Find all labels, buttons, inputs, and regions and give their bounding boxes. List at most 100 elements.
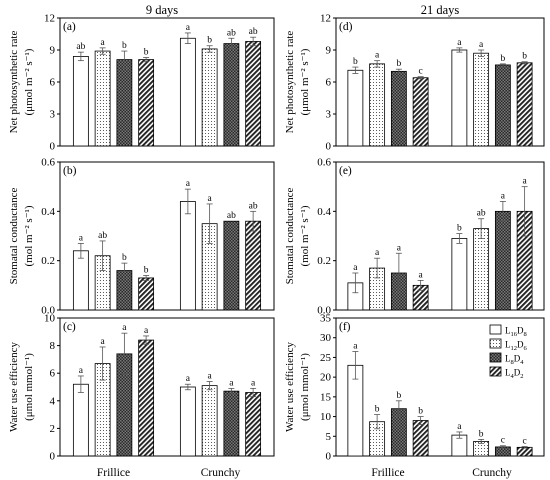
- bar-L12D6-Crunchy: [201, 385, 218, 457]
- y-tick-label: 3: [326, 109, 332, 121]
- legend-swatch-L12D6: [489, 338, 502, 349]
- bar-L4D2-Frillice: [138, 339, 155, 457]
- y-axis-label: (mol m⁻² s⁻¹): [23, 205, 35, 266]
- panel-letter: (c): [63, 321, 76, 333]
- y-tick-label: 30: [320, 332, 332, 344]
- bar-L16D8-Frillice: [72, 383, 89, 457]
- significance-letter: a: [479, 40, 484, 50]
- bar-L4D2-Crunchy: [516, 446, 533, 457]
- column-title-9-days: 9 days: [146, 3, 178, 17]
- bar-L16D8-Crunchy: [451, 49, 468, 147]
- y-axis-label: Water use efficiency: [8, 342, 20, 432]
- bar-L8D4-Frillice: [116, 59, 133, 147]
- legend-label-L4D2: L4D2: [505, 368, 524, 381]
- significance-letter: b: [479, 429, 484, 439]
- panel-d: 0 3 6 9 12 (d) Net photosynthetic rate (μmol m⁻…: [284, 13, 545, 153]
- y-tick-label: 12: [320, 13, 331, 25]
- significance-letter: a: [353, 342, 358, 352]
- panel-letter: (d): [339, 21, 353, 33]
- y-tick-label: 0.4: [41, 206, 55, 218]
- bar-L4D2-Frillice: [412, 420, 429, 457]
- significance-letter: ab: [76, 42, 85, 52]
- significance-letter: ab: [227, 28, 236, 38]
- y-tick-label: 9: [326, 45, 332, 57]
- bar-L4D2-Crunchy: [245, 220, 262, 311]
- y-tick-label: 4: [50, 395, 56, 407]
- category-label: Crunchy: [201, 467, 241, 479]
- y-tick-label: 0.0: [317, 305, 331, 317]
- bar-L4D2-Crunchy: [245, 41, 262, 147]
- y-tick-label: 6: [326, 77, 332, 89]
- significance-letter: b: [144, 47, 149, 57]
- y-tick-label: 10: [320, 411, 332, 423]
- bar-L16D8-Frillice: [72, 250, 89, 311]
- y-tick-label: 8: [50, 340, 56, 352]
- panel-letter: (b): [63, 165, 77, 177]
- y-axis-label: (μmol mmol⁻¹): [299, 353, 311, 421]
- category-label: Frillice: [97, 467, 130, 479]
- bar-L16D8-Crunchy: [451, 238, 468, 311]
- significance-letter: a: [79, 233, 84, 243]
- y-axis-label: Net photosynthetic rate: [8, 31, 20, 134]
- significance-letter: a: [397, 243, 402, 253]
- significance-letter: a: [251, 378, 256, 388]
- y-tick-label: 10: [44, 313, 56, 325]
- y-tick-label: 6: [50, 368, 56, 380]
- significance-letter: c: [501, 436, 505, 446]
- legend-swatch-L4D2: [489, 366, 502, 377]
- y-axis-label: Water use efficiency: [284, 342, 296, 432]
- y-tick-label: 0.0: [41, 305, 55, 317]
- y-tick-label: 5: [326, 431, 332, 443]
- significance-letter: a: [501, 191, 506, 201]
- y-axis-label: (μmol mmol⁻¹): [23, 353, 35, 421]
- legend-swatch-L16D8: [489, 324, 502, 335]
- bar-L8D4-Crunchy: [494, 210, 511, 311]
- y-tick-label: 0.2: [41, 255, 55, 267]
- plot-frame: [335, 161, 545, 311]
- bar-L16D8-Crunchy: [179, 37, 196, 147]
- bar-L12D6-Crunchy: [473, 52, 490, 147]
- y-tick-label: 0.2: [317, 255, 331, 267]
- significance-letter: a: [144, 326, 149, 336]
- plot-frame: [59, 161, 275, 311]
- y-tick-label: 0.4: [317, 206, 331, 218]
- significance-letter: a: [101, 337, 106, 347]
- y-tick-label: 3: [50, 109, 56, 121]
- significance-letter: b: [122, 41, 127, 51]
- significance-letter: c: [419, 67, 423, 77]
- significance-letter: a: [457, 422, 462, 432]
- significance-letter: ab: [227, 211, 236, 221]
- bar-L16D8-Crunchy: [179, 386, 196, 457]
- y-tick-label: 20: [320, 372, 332, 384]
- significance-letter: ab: [249, 201, 258, 211]
- significance-letter: b: [501, 54, 506, 64]
- significance-letter: a: [353, 263, 358, 273]
- significance-letter: a: [229, 378, 234, 388]
- y-tick-label: 0.6: [317, 157, 331, 169]
- significance-letter: a: [208, 194, 213, 204]
- bar-L12D6-Frillice: [94, 50, 111, 147]
- bar-L16D8-Crunchy: [179, 201, 196, 311]
- legend-label-L12D6: L12D6: [505, 340, 528, 353]
- panel-a: 0 3 6 9 12 (a) Net photosynthetic rate (μmol m⁻…: [8, 13, 275, 153]
- significance-letter: a: [79, 366, 84, 376]
- y-tick-label: 0: [326, 451, 332, 463]
- significance-letter: a: [375, 51, 380, 61]
- significance-letter: c: [523, 437, 527, 447]
- significance-letter: a: [186, 179, 191, 189]
- bar-L8D4-Crunchy: [223, 390, 240, 457]
- y-tick-label: 6: [50, 77, 56, 89]
- bar-L4D2-Crunchy: [245, 392, 262, 457]
- panel-e: 0.0 0.2 0.4 0.6 (e) Stomatal conductance (mol …: [284, 157, 545, 317]
- panel-letter: (e): [339, 165, 352, 177]
- significance-letter: b: [375, 405, 380, 415]
- bar-L12D6-Crunchy: [473, 228, 490, 311]
- y-axis-label: (μmol m⁻² s⁻¹): [299, 48, 311, 115]
- significance-letter: ab: [477, 209, 486, 219]
- bar-L12D6-Crunchy: [201, 48, 218, 147]
- significance-letter: a: [101, 38, 106, 48]
- panel-c: 0 2 4 6 8 10 (c) Water use efficiency (μmol mmol…: [8, 313, 275, 479]
- y-axis-label: (μmol m⁻² s⁻¹): [23, 48, 35, 115]
